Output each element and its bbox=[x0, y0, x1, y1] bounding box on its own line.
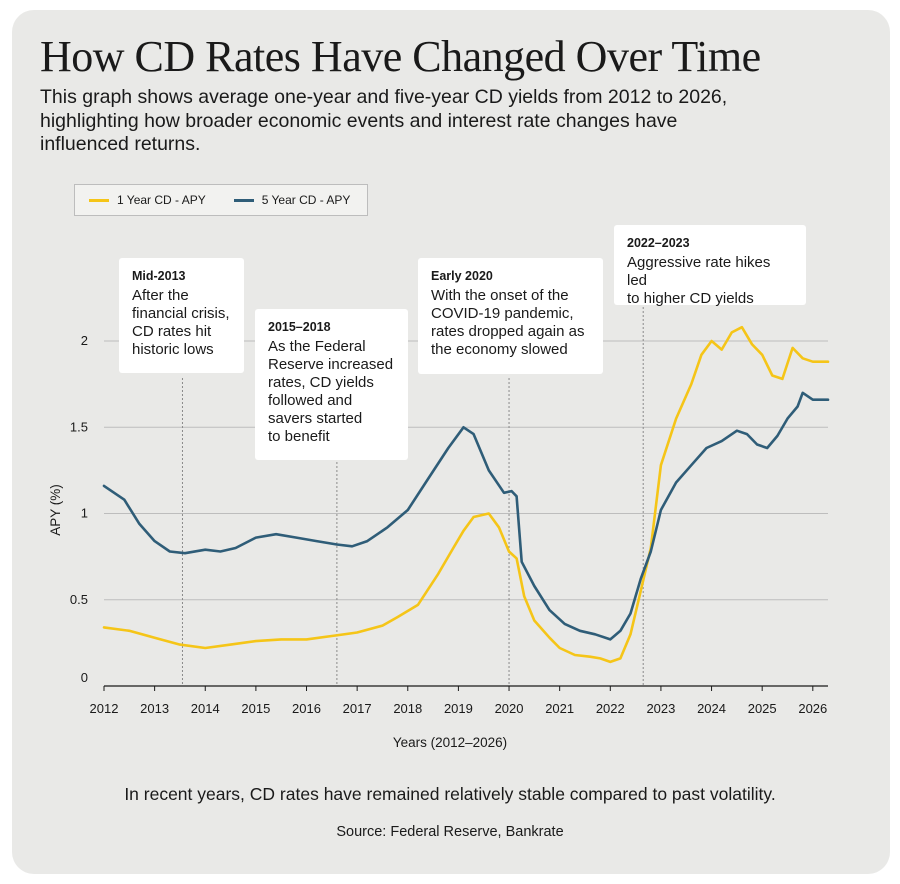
x-axis-title: Years (2012–2026) bbox=[393, 735, 507, 750]
legend-item-1yr: 1 Year CD - APY bbox=[89, 193, 206, 207]
x-tick-label: 2022 bbox=[596, 701, 625, 716]
callout-mid-2013: Mid-2013 After the financial crisis, CD … bbox=[119, 258, 244, 373]
y-tick-label: 1.5 bbox=[70, 419, 88, 434]
y-tick-label: 0 bbox=[81, 670, 88, 685]
legend-swatch-5yr bbox=[233, 198, 254, 202]
callout-2015-2018: 2015–2018 As the Federal Reserve increas… bbox=[255, 309, 408, 460]
callout-title: Mid-2013 bbox=[132, 269, 186, 283]
x-tick-label: 2016 bbox=[292, 701, 321, 716]
callout-title: Early 2020 bbox=[431, 269, 493, 283]
y-tick-label: 1 bbox=[81, 506, 88, 521]
callout-body: After the financial crisis, CD rates hit… bbox=[132, 287, 230, 358]
callout-body: With the onset of the COVID-19 pandemic,… bbox=[431, 287, 585, 358]
legend-swatch-1yr bbox=[89, 198, 109, 202]
legend-item-5yr: 5 Year CD - APY bbox=[233, 193, 351, 207]
callout-body: Aggressive rate hikes led to higher CD y… bbox=[627, 254, 771, 307]
callout-2022-2023: 2022–2023 Aggressive rate hikes led to h… bbox=[614, 225, 806, 307]
x-tick-label: 2024 bbox=[697, 701, 726, 716]
y-tick-label: 2 bbox=[81, 333, 88, 348]
series-line-1yr bbox=[102, 325, 830, 664]
x-tick-label: 2023 bbox=[646, 701, 675, 716]
legend-label-1yr: 1 Year CD - APY bbox=[117, 193, 206, 207]
x-tick-label: 2021 bbox=[545, 701, 574, 716]
chart-legend: 1 Year CD - APY 5 Year CD - APY bbox=[74, 184, 368, 216]
callout-early-2020: Early 2020 With the onset of the COVID-1… bbox=[418, 258, 603, 374]
y-axis-title: APY (%) bbox=[48, 484, 63, 536]
x-tick-label: 2026 bbox=[798, 701, 827, 716]
x-tick-label: 2025 bbox=[748, 701, 777, 716]
page-subtitle: This graph shows average one-year and fi… bbox=[40, 86, 728, 155]
footnote-text: In recent years, CD rates have remained … bbox=[124, 784, 776, 804]
x-tick-label: 2020 bbox=[495, 701, 524, 716]
y-tick-label: 0.5 bbox=[70, 592, 88, 607]
x-tick-label: 2014 bbox=[191, 701, 220, 716]
infographic-card bbox=[12, 10, 890, 874]
legend-label-5yr: 5 Year CD - APY bbox=[261, 193, 351, 207]
x-tick-label: 2019 bbox=[444, 701, 473, 716]
page-title: How CD Rates Have Changed Over Time bbox=[40, 32, 761, 81]
x-tick-label: 2018 bbox=[393, 701, 422, 716]
callout-title: 2015–2018 bbox=[268, 320, 331, 334]
callout-title: 2022–2023 bbox=[627, 236, 690, 250]
x-tick-label: 2017 bbox=[343, 701, 372, 716]
callout-body: As the Federal Reserve increased rates, … bbox=[268, 338, 394, 445]
x-tick-label: 2012 bbox=[90, 701, 119, 716]
x-tick-label: 2015 bbox=[241, 701, 270, 716]
series-line-5yr bbox=[102, 391, 830, 641]
x-tick-label: 2013 bbox=[140, 701, 169, 716]
source-text: Source: Federal Reserve, Bankrate bbox=[336, 824, 564, 840]
